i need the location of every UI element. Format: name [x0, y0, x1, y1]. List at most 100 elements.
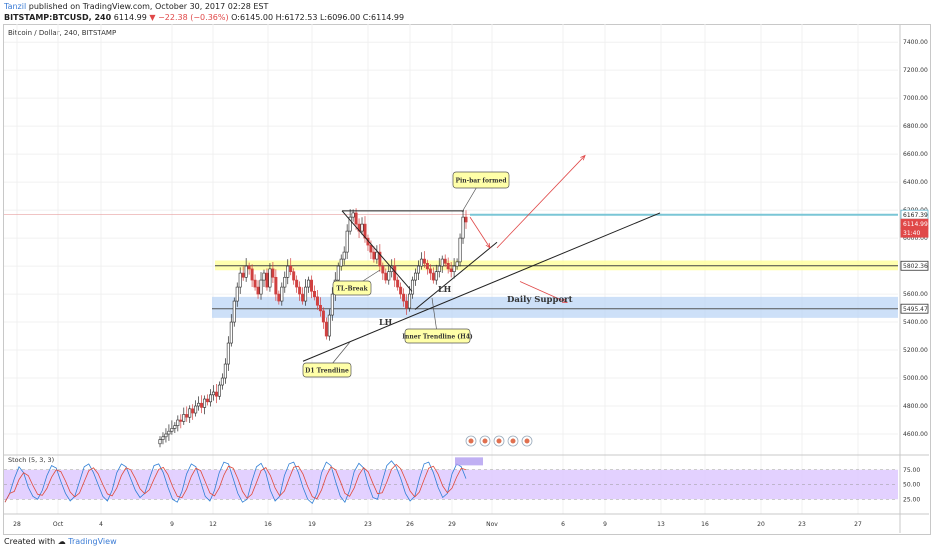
candle [354, 212, 358, 225]
candle [194, 405, 198, 414]
candle [280, 286, 284, 302]
x-tick-label: 27 [854, 521, 862, 528]
event-flag-dot [510, 438, 516, 444]
candle [253, 279, 257, 288]
candle [247, 265, 251, 270]
candle [312, 290, 316, 298]
published-text: published on TradingView.com, October 30… [28, 2, 269, 11]
candle [220, 377, 224, 386]
ohlc-values: O:6145.00 H:6172.53 L:6096.00 C:6114.99 [231, 13, 405, 22]
candle [387, 271, 391, 281]
stoch-tick-label: 50.00 [903, 482, 920, 489]
descending-trendline [341, 210, 413, 292]
candle [378, 251, 382, 267]
projection-arrow [519, 281, 568, 303]
x-tick-label: 12 [209, 521, 217, 528]
callout-label: D1 Trendline [305, 368, 349, 375]
candle [327, 314, 331, 337]
callout-box [332, 280, 372, 296]
candle [211, 391, 215, 396]
candle [182, 414, 186, 422]
support-zone [212, 296, 898, 318]
price-tag-label: 6114.99 [903, 221, 928, 228]
symbol-label: BITSTAMP:BTCUSD, 240 [4, 13, 112, 22]
x-tick-label: Nov [486, 521, 498, 528]
candle [399, 286, 403, 295]
candle [289, 265, 293, 272]
candle [173, 425, 177, 429]
x-tick-label: 29 [448, 521, 456, 528]
y-tick-label: 6000.00 [903, 235, 928, 242]
candle [405, 300, 409, 309]
tradingview-logo-icon: ☁ [57, 537, 66, 546]
candle [188, 408, 192, 418]
candle [396, 279, 400, 288]
candle [422, 258, 426, 264]
callout-label: Inner Trendline (H4) [402, 334, 473, 341]
candle [271, 268, 275, 278]
y-tick-label: 7400.00 [903, 39, 928, 46]
candle [197, 402, 201, 407]
y-tick-label: 6400.00 [903, 179, 928, 186]
candle [372, 251, 376, 260]
candle [345, 230, 349, 253]
candle [384, 272, 388, 281]
created-with-text: Created with [4, 537, 56, 546]
author-link[interactable]: Tanzil [4, 2, 27, 11]
candle [411, 279, 415, 295]
candle [419, 258, 423, 267]
candle [360, 223, 364, 232]
candle [307, 279, 311, 288]
chart-header: Tanzil published on TradingView.com, Oct… [0, 0, 932, 24]
price-tag [900, 260, 929, 271]
candle [274, 276, 278, 295]
candle [402, 293, 406, 302]
candle [408, 293, 412, 309]
candle [223, 363, 227, 379]
candle [324, 321, 328, 337]
y-tick-label: 4600.00 [903, 431, 928, 438]
candle [206, 398, 210, 403]
y-tick-label: 4800.00 [903, 403, 928, 410]
y-tick-label: 5400.00 [903, 319, 928, 326]
candle [295, 279, 299, 288]
lh-label: LH [438, 284, 452, 294]
candle [283, 276, 287, 288]
lh-label: LH [379, 317, 393, 327]
x-tick-label: 16 [264, 521, 272, 528]
x-tick-label: Oct [53, 521, 64, 528]
candle [330, 293, 334, 316]
event-flag-dot [496, 438, 502, 444]
y-tick-label: 5000.00 [903, 375, 928, 382]
tradingview-brand[interactable]: TradingView [68, 537, 117, 546]
candle [232, 300, 236, 323]
x-tick-label: 23 [798, 521, 806, 528]
callout-box [452, 171, 510, 189]
candle [375, 251, 379, 260]
last-price: 6114.99 [113, 13, 147, 22]
candle [244, 265, 248, 278]
callout-label: TL-Break [336, 286, 368, 293]
candle [292, 271, 296, 281]
candle [238, 272, 242, 288]
candle [336, 265, 340, 281]
candle [461, 216, 465, 239]
callout-box [302, 362, 352, 378]
candle [214, 391, 218, 397]
projection-arrow [496, 155, 586, 249]
stoch-tick-label: 25.00 [903, 496, 920, 503]
event-flag-dot [468, 438, 474, 444]
y-tick-label: 6800.00 [903, 123, 928, 130]
candle [434, 271, 438, 281]
candle [458, 237, 462, 263]
candle [262, 272, 266, 281]
chart-frame [3, 24, 931, 535]
stoch-d-line [4, 463, 467, 503]
x-tick-label: 13 [657, 521, 665, 528]
candle [342, 251, 346, 260]
candle [226, 342, 230, 365]
candle [164, 433, 168, 438]
y-tick-label: 6600.00 [903, 151, 928, 158]
y-tick-label: 7200.00 [903, 67, 928, 74]
